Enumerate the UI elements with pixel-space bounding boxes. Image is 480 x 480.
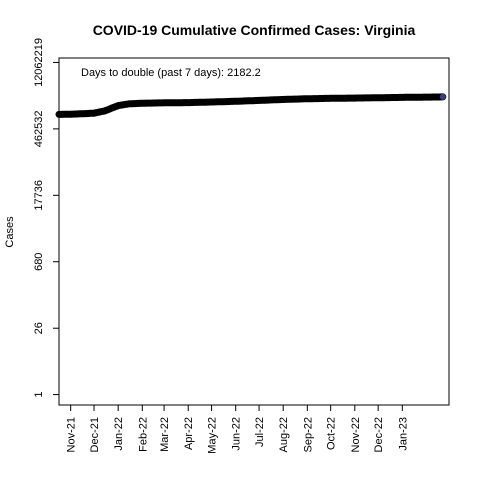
y-axis: 1 26 680 17736 462532 12062219 <box>33 38 60 398</box>
y-tick-label: 462532 <box>33 111 45 148</box>
doubling-annotation: Days to double (past 7 days): 2182.2 <box>81 67 261 79</box>
x-tick-label: May-22 <box>207 417 219 454</box>
y-tick-label: 17736 <box>33 180 45 211</box>
x-tick-label: Jul-22 <box>254 417 266 447</box>
x-tick-label: Nov-21 <box>66 417 78 452</box>
x-tick-label: Sep-22 <box>302 417 314 452</box>
x-tick-label: Dec-21 <box>89 417 101 452</box>
y-tick-label: 12062219 <box>33 38 45 87</box>
x-tick-label: Jan-22 <box>113 417 125 451</box>
x-tick-label: Aug-22 <box>278 417 290 452</box>
x-tick-label: Mar-22 <box>159 417 171 452</box>
latest-point <box>439 93 446 100</box>
x-tick-label: Nov-22 <box>350 417 362 452</box>
cases-line <box>55 93 447 118</box>
y-axis-label: Cases <box>4 216 16 248</box>
x-tick-label: Oct-22 <box>326 417 338 450</box>
series-layer <box>55 93 447 118</box>
y-tick-label: 26 <box>33 322 45 334</box>
x-tick-label: Jan-23 <box>397 417 409 451</box>
x-tick-label: Feb-22 <box>137 417 149 452</box>
x-tick-label: Dec-22 <box>373 417 385 452</box>
x-tick-label: Apr-22 <box>183 417 195 450</box>
chart-title: COVID-19 Cumulative Confirmed Cases: Vir… <box>93 22 416 38</box>
x-axis: Nov-21 Dec-21 Jan-22 Feb-22 Mar-22 Apr-22 May-… <box>66 404 409 454</box>
x-tick-label: Jun-22 <box>231 417 243 451</box>
y-tick-label: 1 <box>33 392 45 398</box>
y-tick-label: 680 <box>33 253 45 271</box>
